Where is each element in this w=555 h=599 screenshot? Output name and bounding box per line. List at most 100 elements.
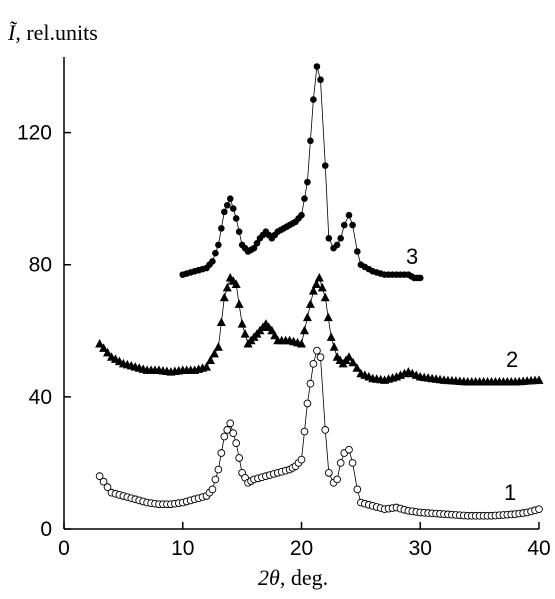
data-point <box>298 211 305 219</box>
data-point <box>348 459 357 467</box>
data-point <box>416 274 424 282</box>
data-point <box>226 195 234 202</box>
data-point <box>297 455 306 464</box>
curve-label-1: 1 <box>504 480 516 505</box>
data-point <box>216 317 226 327</box>
x-axis-label-unit: , deg. <box>280 565 328 590</box>
data-point <box>240 329 250 338</box>
y-axis-label-variable: Ĩ <box>7 20 18 45</box>
data-point <box>202 362 211 371</box>
x-tick-label: 0 <box>58 537 70 560</box>
y-axis-label: Ĩ, rel.units <box>7 20 98 45</box>
x-tick-label: 20 <box>290 537 313 560</box>
data-point <box>297 339 306 348</box>
data-point <box>313 63 321 70</box>
data-point <box>309 359 318 368</box>
data-point <box>213 342 223 351</box>
data-point <box>324 468 333 477</box>
data-point <box>307 137 314 145</box>
data-point <box>253 239 261 247</box>
data-point <box>306 379 315 388</box>
x-axis-ticks: 0 10 20 30 40 <box>58 522 551 560</box>
x-tick-label: 30 <box>409 537 432 560</box>
data-point <box>340 221 348 229</box>
y-tick-label: 120 <box>17 122 52 145</box>
data-point <box>229 429 238 438</box>
data-point <box>214 465 223 474</box>
data-point <box>321 426 330 434</box>
data-point <box>212 249 219 257</box>
data-point <box>317 282 327 292</box>
data-point <box>303 399 312 408</box>
data-point <box>301 195 308 202</box>
data-point <box>302 312 312 322</box>
data-point <box>235 228 243 235</box>
curve-label-3: 3 <box>406 244 418 269</box>
data-point <box>313 346 321 355</box>
data-point <box>345 211 353 219</box>
data-point <box>534 375 544 384</box>
data-point <box>218 225 225 232</box>
data-point <box>209 258 216 265</box>
data-point <box>99 343 109 352</box>
data-point <box>353 485 362 494</box>
data-point <box>352 363 362 372</box>
data-point <box>333 241 341 249</box>
data-point <box>354 248 361 255</box>
data-point <box>226 419 235 428</box>
data-point <box>321 162 329 169</box>
data-point <box>345 445 353 454</box>
y-axis-label-unit: , rel.units <box>15 20 98 45</box>
data-point <box>103 347 113 357</box>
x-tick-label: 40 <box>527 537 550 560</box>
x-axis-label-variable: 2θ <box>258 565 280 590</box>
data-point <box>314 272 324 282</box>
data-point <box>250 244 258 252</box>
data-point <box>209 348 219 358</box>
data-point <box>329 342 339 351</box>
data-point <box>311 279 321 289</box>
curve-label-2: 2 <box>506 347 518 372</box>
data-point <box>229 205 237 212</box>
data-point <box>95 472 104 480</box>
series-1 <box>95 346 543 520</box>
series-line <box>99 349 540 517</box>
x-axis-label: 2θ, deg. <box>258 565 328 590</box>
series-line <box>99 276 540 383</box>
data-point <box>308 286 318 295</box>
data-point <box>316 353 325 362</box>
data-point <box>337 234 344 242</box>
data-point <box>235 454 244 462</box>
data-point <box>317 76 324 84</box>
data-point <box>220 432 229 441</box>
y-tick-label: 0 <box>40 518 52 541</box>
data-point <box>221 208 228 216</box>
data-point <box>232 439 241 447</box>
data-point <box>223 201 231 209</box>
data-point <box>103 483 112 492</box>
y-tick-label: 40 <box>29 386 52 409</box>
data-point <box>535 505 543 514</box>
data-point <box>215 241 222 249</box>
data-point <box>348 357 358 367</box>
data-point <box>305 299 315 308</box>
data-point <box>237 319 247 328</box>
x-tick-label: 10 <box>171 537 194 560</box>
series-layer <box>95 63 544 520</box>
data-point <box>325 234 333 242</box>
data-point <box>333 475 341 484</box>
data-point <box>219 292 229 302</box>
data-point <box>320 292 330 302</box>
data-point <box>231 279 241 289</box>
data-point <box>344 352 354 361</box>
data-point <box>95 339 105 348</box>
data-point <box>349 221 356 229</box>
data-point <box>300 427 309 436</box>
data-point <box>232 215 240 222</box>
data-point <box>234 299 244 308</box>
data-point <box>223 426 232 434</box>
y-tick-label: 80 <box>29 254 52 277</box>
y-axis-ticks: 0 40 80 120 <box>17 122 71 541</box>
data-point <box>304 178 311 186</box>
data-point <box>205 355 215 365</box>
